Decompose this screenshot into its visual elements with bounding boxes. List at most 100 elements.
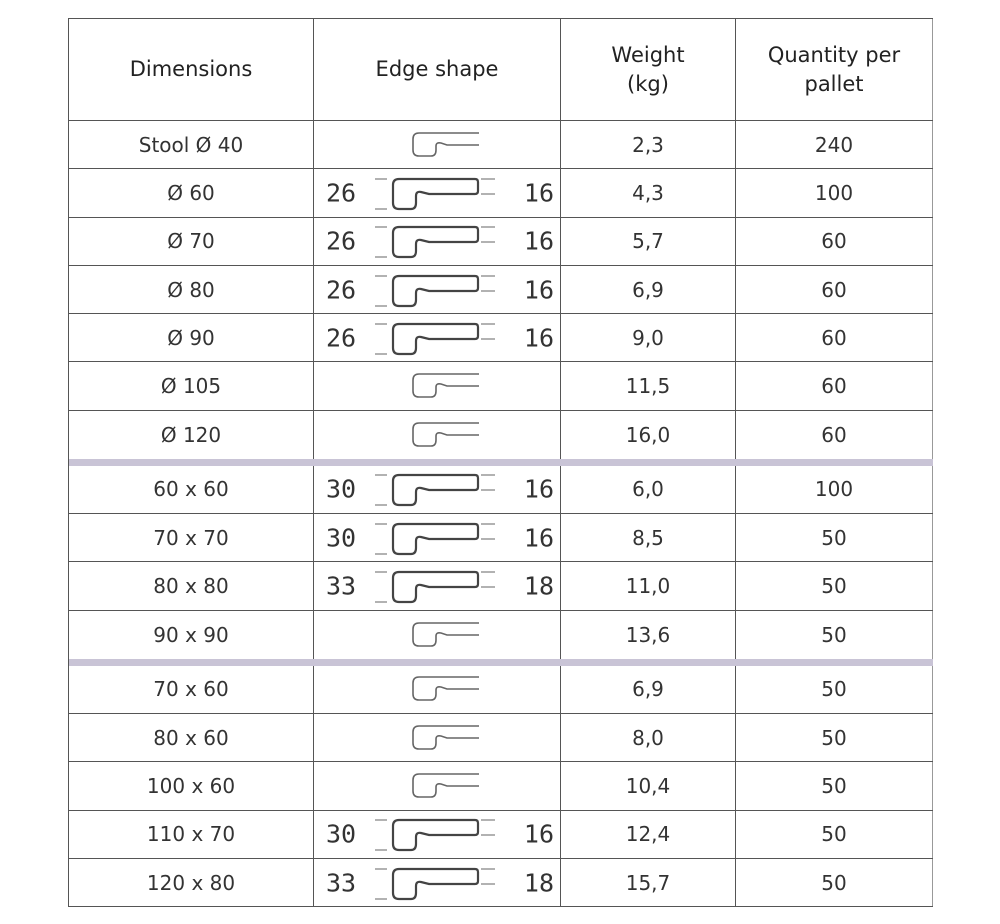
edge-profile-dimensioned-icon — [375, 522, 495, 555]
weight-cell: 6,0 — [561, 465, 736, 514]
edge-left-dimension: 30 — [326, 819, 357, 849]
header-weight: Weight (kg) — [561, 19, 736, 120]
dimensions-cell: Stool Ø 40 — [69, 121, 314, 169]
table-row: Ø 120 16,0 60 — [69, 410, 933, 466]
table-row: 80 x 60 8,0 50 — [69, 713, 933, 763]
edge-shape-cell: 30 16 — [314, 810, 561, 858]
edge-left-dimension: 26 — [326, 226, 357, 256]
edge-profile-dimensioned-icon — [375, 177, 495, 211]
edge-right-dimension: 16 — [523, 474, 554, 504]
edge-profile-dimensioned-icon — [375, 570, 495, 604]
quantity-cell: 100 — [736, 169, 933, 217]
edge-shape-cell — [314, 121, 561, 169]
quantity-cell: 60 — [736, 362, 933, 410]
edge-right-dimension: 16 — [523, 523, 554, 553]
edge-profile-icon — [412, 421, 479, 447]
dimensions-cell: 80 x 60 — [69, 713, 314, 762]
table-row: Ø 60 26 16 4,3 100 — [69, 169, 933, 218]
weight-cell: 13,6 — [561, 610, 736, 659]
dimensions-cell: 100 x 60 — [69, 762, 314, 810]
weight-cell: 4,3 — [561, 169, 736, 217]
table-row: Stool Ø 40 2,3 240 — [69, 121, 933, 170]
weight-cell: 2,3 — [561, 121, 736, 169]
table-row: 60 x 60 30 16 6,0 100 — [69, 465, 933, 515]
dimensions-cell: 120 x 80 — [69, 858, 314, 907]
edge-profile-dimensioned-icon — [375, 226, 495, 259]
dimensions-cell: 90 x 90 — [69, 610, 314, 659]
table-row: 110 x 70 30 16 12,4 50 — [69, 810, 933, 859]
quantity-cell: 50 — [736, 713, 933, 762]
edge-shape-cell: 33 18 — [314, 858, 561, 907]
edge-profile-icon — [412, 373, 479, 398]
quantity-cell: 100 — [736, 465, 933, 514]
quantity-cell: 50 — [736, 665, 933, 713]
dimensions-cell: Ø 90 — [69, 314, 314, 362]
dimensions-cell: 60 x 60 — [69, 465, 314, 514]
quantity-cell: 60 — [736, 265, 933, 314]
header-dimensions: Dimensions — [69, 19, 314, 120]
dimensions-cell: Ø 105 — [69, 362, 314, 410]
edge-profile-icon — [412, 676, 479, 702]
quantity-cell: 50 — [736, 562, 933, 610]
edge-shape-cell — [314, 610, 561, 659]
edge-left-dimension: 26 — [326, 323, 357, 353]
table-row: 100 x 60 10,4 50 — [69, 762, 933, 811]
quantity-cell: 50 — [736, 762, 933, 810]
product-table: Dimensions Edge shape Weight (kg) Quanti… — [68, 18, 933, 908]
edge-shape-cell: 26 16 — [314, 314, 561, 362]
edge-profile-icon — [412, 773, 479, 798]
edge-profile-icon — [412, 131, 479, 157]
weight-cell: 15,7 — [561, 858, 736, 907]
edge-shape-cell — [314, 362, 561, 410]
weight-cell: 10,4 — [561, 762, 736, 810]
table-row: Ø 80 26 16 6,9 60 — [69, 265, 933, 315]
dimensions-cell: 70 x 60 — [69, 665, 314, 713]
edge-right-dimension: 18 — [523, 868, 554, 897]
edge-right-dimension: 16 — [523, 275, 554, 305]
table-row: Ø 90 26 16 9,0 60 — [69, 314, 933, 363]
edge-left-dimension: 30 — [326, 523, 357, 553]
table-row: Ø 105 11,5 60 — [69, 362, 933, 411]
weight-cell: 12,4 — [561, 810, 736, 858]
table-row: 90 x 90 13,6 50 — [69, 610, 933, 666]
weight-cell: 6,9 — [561, 265, 736, 314]
edge-shape-cell — [314, 713, 561, 762]
quantity-cell: 50 — [736, 514, 933, 562]
edge-right-dimension: 18 — [523, 571, 554, 601]
edge-profile-dimensioned-icon — [375, 274, 495, 307]
table-row: 120 x 80 33 18 15,7 50 — [69, 858, 933, 908]
dimensions-cell: Ø 60 — [69, 169, 314, 217]
edge-right-dimension: 16 — [523, 819, 554, 849]
dimensions-cell: 70 x 70 — [69, 514, 314, 562]
edge-shape-cell — [314, 410, 561, 459]
edge-left-dimension: 26 — [326, 178, 357, 208]
edge-shape-cell — [314, 762, 561, 810]
table-row: Ø 70 26 16 5,7 60 — [69, 217, 933, 266]
edge-left-dimension: 33 — [326, 571, 357, 601]
edge-profile-dimensioned-icon — [375, 474, 495, 507]
edge-profile-icon — [412, 724, 479, 750]
edge-shape-cell — [314, 665, 561, 713]
weight-cell: 5,7 — [561, 217, 736, 265]
edge-profile-dimensioned-icon — [375, 322, 495, 355]
edge-left-dimension: 26 — [326, 275, 357, 305]
weight-cell: 8,5 — [561, 514, 736, 562]
edge-left-dimension: 30 — [326, 474, 357, 504]
edge-shape-cell: 33 18 — [314, 562, 561, 610]
edge-shape-cell: 26 16 — [314, 217, 561, 265]
quantity-cell: 60 — [736, 314, 933, 362]
quantity-cell: 50 — [736, 610, 933, 659]
edge-profile-dimensioned-icon — [375, 819, 495, 852]
dimensions-cell: Ø 120 — [69, 410, 314, 459]
header-edge-shape: Edge shape — [314, 19, 561, 120]
dimensions-cell: Ø 80 — [69, 265, 314, 314]
edge-shape-cell: 30 16 — [314, 514, 561, 562]
header-quantity: Quantity per pallet — [736, 19, 933, 120]
table-row: 80 x 80 33 18 11,0 50 — [69, 562, 933, 611]
edge-right-dimension: 16 — [523, 226, 554, 256]
weight-cell: 9,0 — [561, 314, 736, 362]
edge-right-dimension: 16 — [523, 178, 554, 208]
quantity-cell: 240 — [736, 121, 933, 169]
weight-cell: 8,0 — [561, 713, 736, 762]
table-row: 70 x 60 6,9 50 — [69, 665, 933, 714]
